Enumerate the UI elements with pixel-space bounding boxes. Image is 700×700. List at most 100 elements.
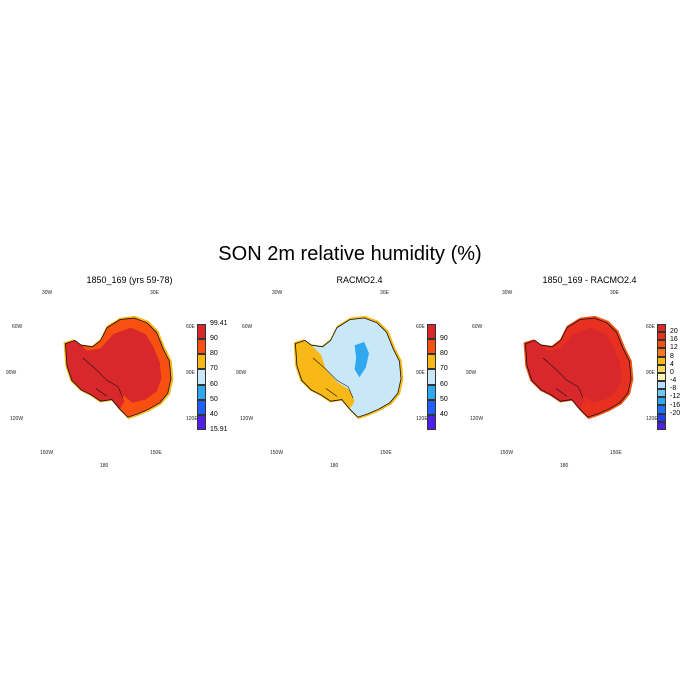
coord-label-left-mid: 90W bbox=[466, 370, 477, 376]
map-panel-1: 1850_169 (yrs 59-78) 30W 30E 60W 90W 120W 150W… bbox=[6, 270, 252, 470]
coord-label-left-upper: 60W bbox=[472, 324, 483, 330]
coord-label-bottom-right: 150E bbox=[150, 450, 162, 456]
colorbar-swatch bbox=[657, 340, 666, 349]
coord-label-left-upper: 60W bbox=[242, 324, 253, 330]
ice-shelf-outline bbox=[542, 357, 584, 399]
colorbar-swatch bbox=[657, 364, 666, 373]
colorbar-swatch bbox=[427, 339, 436, 355]
colorbar-label: 0 bbox=[670, 368, 674, 376]
colorbar-label: 60 bbox=[440, 380, 448, 388]
colorbar-label: 20 bbox=[670, 328, 678, 336]
antarctica-map bbox=[293, 315, 404, 420]
coord-label-bottom-left: 150W bbox=[40, 450, 54, 456]
antarctica-map bbox=[523, 315, 634, 420]
coord-label-top-left: 30W bbox=[502, 290, 513, 296]
west-antarctica bbox=[65, 340, 125, 410]
colorbar-label: 15.91 bbox=[210, 426, 228, 433]
coord-label-left-mid: 90W bbox=[6, 370, 17, 376]
colorbar-swatch bbox=[657, 389, 666, 398]
colorbar-swatch bbox=[657, 332, 666, 341]
ice-shelf-outline bbox=[82, 357, 124, 399]
panel-title: 1850_169 (yrs 59-78) bbox=[86, 275, 173, 285]
coord-label-bottom-mid: 180 bbox=[330, 463, 339, 469]
colorbar-label: 80 bbox=[440, 350, 448, 358]
colorbar-label: -8 bbox=[670, 385, 677, 393]
colorbar-swatch bbox=[657, 397, 666, 406]
coord-label-bottom-mid: 180 bbox=[100, 463, 109, 469]
coord-label-left-lower: 120W bbox=[10, 416, 24, 422]
colorbar-label: 70 bbox=[210, 365, 218, 373]
panel-title: RACMO2.4 bbox=[336, 275, 383, 285]
coord-label-top-right: 30E bbox=[610, 290, 619, 296]
west-antarctica bbox=[295, 340, 355, 410]
colorbar-label: -12 bbox=[670, 393, 681, 401]
colorbar-swatch bbox=[197, 384, 206, 400]
coord-label-right-mid: 90E bbox=[186, 370, 195, 376]
coord-label-bottom-left: 150W bbox=[270, 450, 284, 456]
colorbar-label: 40 bbox=[210, 410, 218, 418]
map-panel-3: 1850_169 - RACMO2.4 30W 30E 60W 90W 120W 150W 1… bbox=[466, 270, 700, 470]
coord-label-left-mid: 90W bbox=[236, 370, 247, 376]
coord-label-right-lower: 120E bbox=[186, 416, 198, 422]
coord-label-top-left: 30W bbox=[42, 290, 53, 296]
colorbar-label: -16 bbox=[670, 401, 681, 409]
coord-label-top-right: 30E bbox=[380, 290, 389, 296]
colorbar-swatch bbox=[197, 399, 206, 415]
colorbar-swatch bbox=[197, 414, 206, 430]
colorbar-swatch bbox=[197, 339, 206, 355]
dry-plateau-region bbox=[354, 342, 369, 378]
colorbar bbox=[427, 324, 436, 430]
coord-label-right-upper: 60E bbox=[186, 324, 195, 330]
coord-label-right-mid: 90E bbox=[416, 370, 425, 376]
colorbar-label: 50 bbox=[210, 395, 218, 403]
colorbar-label: 99.41 bbox=[210, 320, 228, 327]
colorbar-swatch bbox=[197, 354, 206, 370]
colorbar-swatch bbox=[427, 324, 436, 340]
colorbar-swatch bbox=[197, 369, 206, 385]
colorbar-label: 4 bbox=[670, 360, 674, 368]
coord-label-top-right: 30E bbox=[150, 290, 159, 296]
colorbar-swatch bbox=[427, 414, 436, 430]
coastline bbox=[524, 317, 632, 418]
colorbar-label: 90 bbox=[440, 335, 448, 343]
figure-title: SON 2m relative humidity (%) bbox=[218, 243, 482, 265]
colorbar-label: -20 bbox=[670, 409, 681, 417]
west-antarctica bbox=[525, 340, 585, 410]
map-panel-2: RACMO2.4 30W 30E 60W 90W 120W 150W 180 150E 60E 90… bbox=[236, 270, 482, 470]
colorbar bbox=[657, 324, 666, 430]
colorbar-swatch bbox=[657, 348, 666, 357]
colorbar-swatch bbox=[427, 369, 436, 385]
coord-label-right-lower: 120E bbox=[646, 416, 658, 422]
coord-label-bottom-right: 150E bbox=[610, 450, 622, 456]
colorbar-label: 50 bbox=[440, 395, 448, 403]
colorbar-swatch bbox=[427, 354, 436, 370]
coord-label-bottom-mid: 180 bbox=[560, 463, 569, 469]
coord-label-right-upper: 60E bbox=[416, 324, 425, 330]
coord-label-left-lower: 120W bbox=[240, 416, 254, 422]
coord-label-left-upper: 60W bbox=[12, 324, 23, 330]
panel-title: 1850_169 - RACMO2.4 bbox=[542, 275, 637, 285]
colorbar-label: 40 bbox=[440, 410, 448, 418]
colorbar-label: 80 bbox=[210, 350, 218, 358]
colorbar-swatch bbox=[427, 384, 436, 400]
colorbar-swatch bbox=[657, 413, 666, 422]
colorbar-label: 60 bbox=[210, 380, 218, 388]
colorbar-label: 90 bbox=[210, 335, 218, 343]
colorbar-swatch bbox=[427, 399, 436, 415]
antarctica-map bbox=[63, 315, 174, 420]
colorbar-swatch bbox=[657, 372, 666, 381]
coord-label-bottom-right: 150E bbox=[380, 450, 392, 456]
coord-label-right-mid: 90E bbox=[646, 370, 655, 376]
colorbar-swatch bbox=[657, 356, 666, 365]
colorbar-label: -4 bbox=[670, 377, 677, 385]
colorbar-swatch bbox=[197, 324, 206, 340]
colorbar bbox=[197, 324, 206, 430]
coord-label-top-left: 30W bbox=[272, 290, 283, 296]
colorbar-label: 12 bbox=[670, 344, 678, 352]
colorbar-label: 16 bbox=[670, 336, 678, 344]
coastline bbox=[294, 317, 402, 418]
coord-label-bottom-left: 150W bbox=[500, 450, 514, 456]
coord-label-left-lower: 120W bbox=[470, 416, 484, 422]
colorbar-swatch bbox=[657, 324, 666, 333]
colorbar-label: 70 bbox=[440, 365, 448, 373]
